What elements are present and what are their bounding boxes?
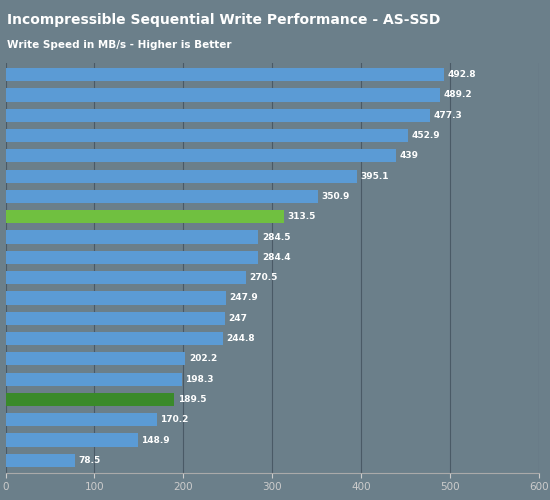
Text: 395.1: 395.1	[360, 172, 389, 180]
Bar	[6, 292, 226, 304]
Bar	[6, 393, 174, 406]
Text: 477.3: 477.3	[433, 111, 462, 120]
Text: 270.5: 270.5	[250, 273, 278, 282]
Text: 244.8: 244.8	[227, 334, 255, 343]
Bar	[6, 312, 225, 325]
Text: Write Speed in MB/s - Higher is Better: Write Speed in MB/s - Higher is Better	[7, 40, 231, 50]
Text: 78.5: 78.5	[79, 456, 101, 465]
Bar	[6, 413, 157, 426]
Bar	[6, 108, 430, 122]
Text: 198.3: 198.3	[185, 374, 214, 384]
Text: 350.9: 350.9	[321, 192, 349, 201]
Bar	[6, 150, 396, 162]
Text: Incompressible Sequential Write Performance - AS-SSD: Incompressible Sequential Write Performa…	[7, 12, 440, 26]
Text: 202.2: 202.2	[189, 354, 217, 364]
Bar	[6, 454, 75, 467]
Bar	[6, 352, 185, 366]
Bar	[6, 230, 258, 243]
Text: 284.4: 284.4	[262, 253, 290, 262]
Bar	[6, 68, 444, 82]
Text: 452.9: 452.9	[412, 131, 441, 140]
Bar	[6, 332, 223, 345]
Text: 284.5: 284.5	[262, 232, 290, 241]
Bar	[6, 129, 408, 142]
Text: 189.5: 189.5	[178, 395, 206, 404]
Bar	[6, 372, 182, 386]
Bar	[6, 170, 357, 183]
Bar	[6, 271, 246, 284]
Text: 439: 439	[399, 152, 419, 160]
Text: 247.9: 247.9	[229, 294, 258, 302]
Bar	[6, 434, 138, 446]
Text: 489.2: 489.2	[444, 90, 472, 100]
Text: 170.2: 170.2	[161, 415, 189, 424]
Bar	[6, 251, 258, 264]
Bar	[6, 190, 317, 203]
Text: 492.8: 492.8	[447, 70, 476, 79]
Text: 247: 247	[229, 314, 248, 322]
Text: 313.5: 313.5	[288, 212, 316, 222]
Bar	[6, 88, 441, 102]
Bar	[6, 210, 284, 224]
Text: 148.9: 148.9	[141, 436, 170, 444]
